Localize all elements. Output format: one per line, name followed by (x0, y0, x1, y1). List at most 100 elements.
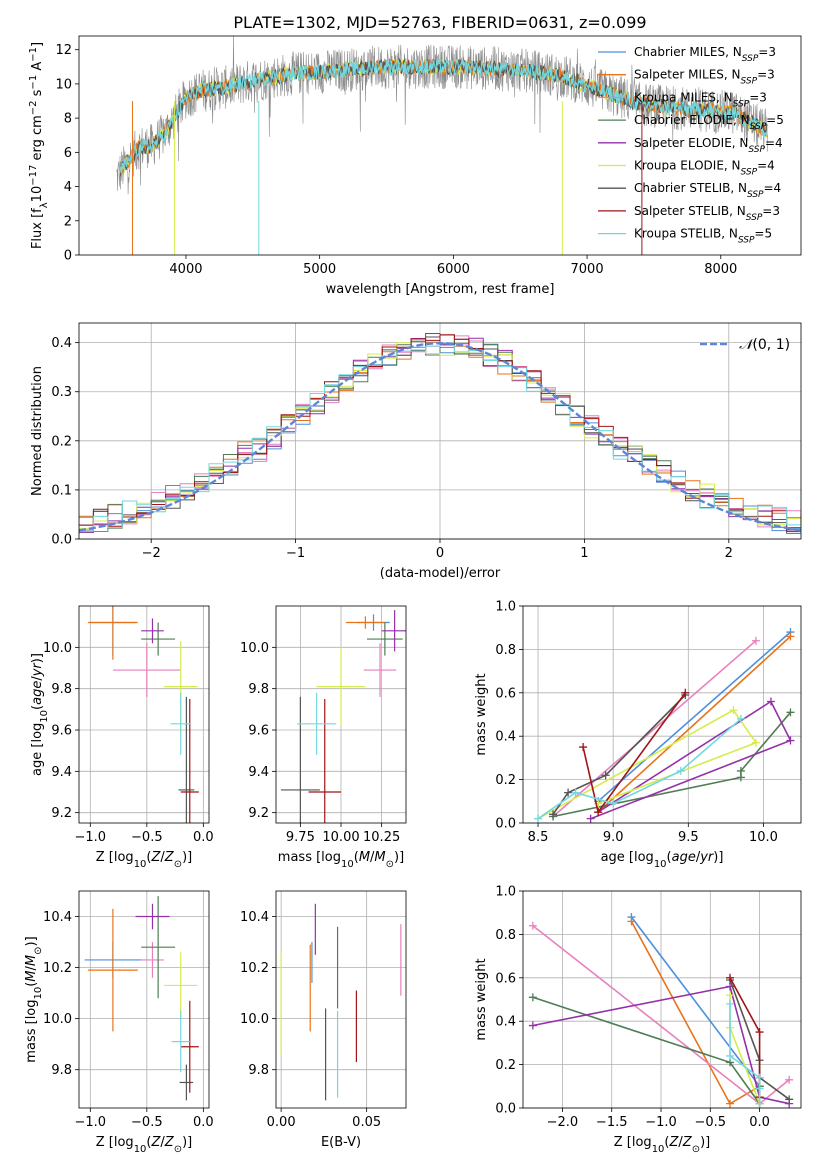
series-chabrier-elodie (528, 993, 764, 1108)
label-part: yr (699, 850, 715, 865)
y-tick-label: 10 (55, 77, 72, 92)
series-line (590, 700, 792, 820)
legend-label: Chabrier MILES, NSSP=3 (634, 45, 776, 64)
label-part: ( (667, 850, 672, 865)
label-part: / (678, 1135, 683, 1150)
label-part: Z [log (96, 1135, 134, 1150)
y-tick-label: 0.0 (495, 817, 516, 832)
label-part: Z (151, 850, 162, 865)
data-point-marker (528, 921, 537, 930)
series-line (597, 631, 792, 802)
legend-label-sub: SSP (738, 236, 755, 246)
x-tick-label: 0.00 (267, 1115, 296, 1130)
label-part: E(B-V) (321, 1135, 361, 1150)
legend-label-sub: SSP (747, 190, 764, 200)
label-part: ⊙ (386, 859, 394, 870)
x-tick-label: 5000 (303, 262, 336, 277)
y-tick-label: 9.8 (248, 682, 269, 697)
label-part: Z (669, 1135, 680, 1150)
x-tick-label: 7000 (571, 262, 604, 277)
y-tick-label: 6 (64, 146, 72, 161)
y-tick-label: 4 (64, 180, 72, 195)
legend-label-sub: SSP (741, 77, 758, 87)
label-part: Z [log (96, 850, 134, 865)
legend-label-value: =5 (754, 227, 772, 241)
label-part: λ (39, 202, 50, 208)
data-point-marker (549, 810, 558, 819)
series-line (597, 635, 792, 813)
series-kroupa-elodie (534, 706, 760, 823)
x-tick-label: 8000 (704, 262, 737, 277)
histogram-chabrier-stelib (79, 334, 801, 531)
label-part: ⊙ (692, 1144, 700, 1155)
label-part: )] (713, 850, 723, 865)
data-point-marker (755, 1084, 764, 1093)
plot-area (84, 896, 199, 1101)
y-tick-label: 9.6 (51, 724, 72, 739)
errorbar-point (178, 696, 195, 823)
y-axis-label: mass [log10(M/M⊙)] (24, 936, 44, 1062)
axes-frame (78, 605, 210, 824)
gaussian-curve (79, 341, 801, 532)
label-part: Z [log (614, 1135, 652, 1150)
label-part: 10 (654, 859, 667, 870)
label-part: Z (164, 850, 175, 865)
series-line (532, 985, 790, 1105)
data-point-marker (726, 1099, 735, 1108)
data-point-marker (681, 688, 690, 697)
y-tick-label: 10.4 (240, 910, 269, 925)
series-salpeter-miles (627, 917, 764, 1108)
series-salpeter-miles (594, 632, 795, 817)
data-point-marker (726, 999, 735, 1008)
x-tick-label: 0.0 (193, 1115, 214, 1130)
legend-label-base: Chabrier MILES, N (634, 45, 742, 59)
label-part: / (160, 850, 165, 865)
data-point-marker (528, 993, 537, 1002)
x-axis-label: (data-model)/error (380, 566, 501, 581)
x-tick-label: −1.0 (75, 1115, 107, 1130)
errorbar-point (180, 1000, 199, 1093)
y-tick-label: 0.4 (51, 336, 72, 351)
legend-label: Chabrier ELODIE, NSSP=5 (634, 113, 784, 132)
label-part: / (160, 1135, 165, 1150)
series-kroupa-stelib (726, 999, 764, 1108)
legend-label: Salpeter STELIB, NSSP=3 (634, 204, 780, 223)
label-part: mass weight (474, 673, 489, 755)
y-tick-label: 9.2 (51, 806, 72, 821)
y-axis-label: Flux [fλ10−17 erg cm−2 s−1 A−1] (28, 42, 50, 249)
label-part: 10 (134, 859, 147, 870)
chart-mass-vs-Z: −1.0 −0.5 0.09.810.010.210.4Z [log10(Z/Z⊙)… (24, 890, 214, 1155)
errorbar-point (308, 699, 341, 823)
errorbar-point (297, 692, 337, 755)
label-part: )] (24, 936, 39, 946)
x-axis-label: Z [log10(Z/Z⊙)] (96, 850, 193, 870)
data-point-marker (586, 814, 595, 823)
errorbar-point (345, 616, 385, 629)
label-part: wavelength [Angstrom, rest frame] (326, 282, 555, 297)
data-point-marker (751, 636, 760, 645)
chart-age-vs-Z: −1.0 −0.5 0.09.29.49.69.810.0Z [log10(Z/Z⊙… (30, 605, 214, 870)
x-tick-label: −0.5 (131, 830, 163, 845)
data-point-marker (579, 743, 588, 752)
series-line (552, 640, 757, 818)
chart-spectrum: 4000 5000 6000 7000 8000 0 2 4 6 8 10 12 wavelength … (28, 13, 802, 297)
data-point-marker (736, 714, 745, 723)
series-line (537, 709, 758, 820)
label-part: Flux [f (30, 208, 45, 249)
label-part: (data-model)/error (380, 566, 501, 581)
y-tick-label: 0.6 (495, 686, 516, 701)
y-tick-label: 0.2 (51, 434, 72, 449)
x-tick-label: −1 (286, 546, 305, 561)
x-axis-label: wavelength [Angstrom, rest frame] (326, 282, 555, 297)
errorbar-point (171, 1010, 190, 1073)
x-axis-label: Z [log10(Z/Z⊙)] (614, 1135, 711, 1155)
data-point-marker (534, 814, 543, 823)
legend-label-base: Kroupa STELIB, N (634, 227, 738, 241)
data-point-marker (766, 697, 775, 706)
legend-label-value: =3 (749, 90, 767, 104)
label-part: yr (30, 662, 45, 678)
data-point-marker (755, 1073, 764, 1082)
label-part: −17 (28, 165, 39, 186)
plot-area (116, 36, 768, 255)
x-tick-label: 8.5 (528, 830, 549, 845)
